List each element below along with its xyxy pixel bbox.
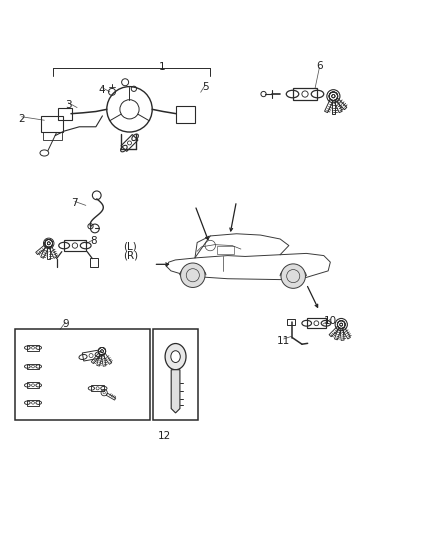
Text: 7: 7 bbox=[71, 198, 78, 208]
Circle shape bbox=[281, 264, 305, 288]
Bar bbox=[90, 258, 98, 266]
Bar bbox=[152, 329, 198, 420]
Ellipse shape bbox=[171, 351, 180, 362]
Bar bbox=[58, 108, 72, 120]
Text: 1: 1 bbox=[159, 61, 166, 71]
Bar bbox=[176, 106, 194, 123]
Text: (R): (R) bbox=[123, 251, 138, 261]
Text: 12: 12 bbox=[158, 431, 172, 441]
Bar bbox=[42, 132, 62, 140]
Text: 9: 9 bbox=[62, 319, 69, 329]
Polygon shape bbox=[171, 370, 180, 413]
Text: 3: 3 bbox=[65, 100, 72, 110]
Text: 2: 2 bbox=[18, 114, 25, 124]
Bar bbox=[41, 116, 63, 133]
Circle shape bbox=[180, 263, 205, 287]
Bar bbox=[287, 319, 295, 325]
Text: 10: 10 bbox=[324, 316, 337, 326]
Bar bbox=[14, 329, 150, 420]
Text: 8: 8 bbox=[90, 236, 97, 246]
Text: 6: 6 bbox=[316, 61, 323, 71]
Ellipse shape bbox=[165, 343, 186, 370]
Text: (L): (L) bbox=[123, 242, 137, 252]
Bar bbox=[217, 246, 234, 254]
Text: 4: 4 bbox=[99, 85, 105, 95]
Text: 5: 5 bbox=[202, 83, 208, 93]
Text: 11: 11 bbox=[277, 336, 290, 346]
